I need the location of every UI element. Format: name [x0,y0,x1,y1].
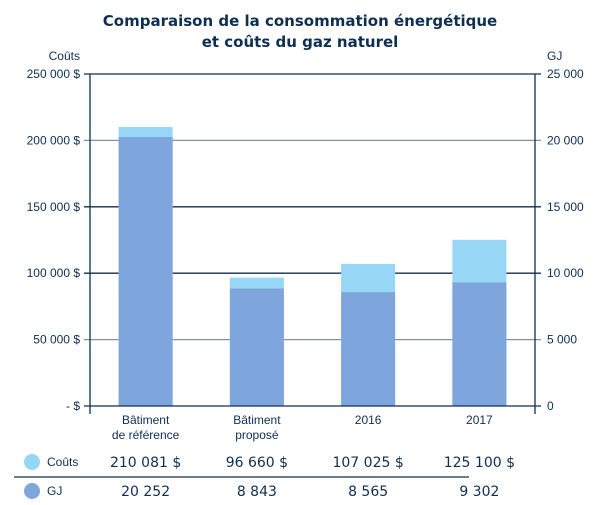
table-value-gj: 9 302 [459,484,499,500]
bars [118,127,507,407]
table-value-couts: 96 660 $ [226,455,288,471]
legend-label-gj: GJ [47,484,62,498]
right-tick-label: 10 000 [547,266,584,280]
chart-title-line-1: Comparaison de la consommation énergétiq… [103,12,497,30]
table-value-couts: 125 100 $ [444,455,515,471]
right-tick-label: 25 000 [547,67,584,81]
bar-gj [118,137,173,406]
table-value-couts: 107 025 $ [332,455,403,471]
left-tick-label: 200 000 $ [27,133,81,147]
bar-gj [452,282,507,406]
right-tick-label: 15 000 [547,200,584,214]
left-tick-label: - $ [66,399,80,413]
right-axis-label: GJ [547,49,562,63]
table-value-gj: 8 565 [348,484,388,500]
bar-gj [229,288,284,406]
category-label: 2016 [355,413,382,427]
table-value-gj: 20 252 [121,484,170,500]
left-tick-label: 250 000 $ [27,67,81,81]
category-label: de référence [112,428,180,442]
left-tick-label: 50 000 $ [33,333,80,347]
category-label: Bâtiment [233,413,281,427]
left-axis-ticks: - $ 50 000 $ 100 000 $ 150 000 $ 200 000 $ 25… [27,67,81,413]
left-axis-label: Coûts [49,49,80,63]
data-table: 210 081 $ 20 252 96 660 $ 8 843 107 025 $ 8 5… [14,454,515,500]
legend-swatch-gj [24,483,40,499]
category-label: Bâtiment [122,413,170,427]
left-tick-label: 150 000 $ [27,200,81,214]
right-tick-label: 20 000 [547,133,584,147]
category-label: proposé [235,428,279,442]
axes [84,74,541,414]
table-value-couts: 210 081 $ [110,455,181,471]
chart-title: Comparaison de la consommation énergétiq… [103,12,497,51]
left-tick-label: 100 000 $ [27,266,81,280]
right-tick-label: 5 000 [547,333,577,347]
bar-gj [341,292,396,406]
chart-title-line-2: et coûts du gaz naturel [202,33,399,51]
right-tick-label: 0 [547,399,554,413]
category-label: 2017 [466,413,493,427]
right-axis-ticks: 0 5 000 10 000 15 000 20 000 25 000 [547,67,584,413]
table-value-gj: 8 843 [237,484,277,500]
legend-swatch-couts [24,454,40,470]
legend-label-couts: Coûts [47,455,78,469]
